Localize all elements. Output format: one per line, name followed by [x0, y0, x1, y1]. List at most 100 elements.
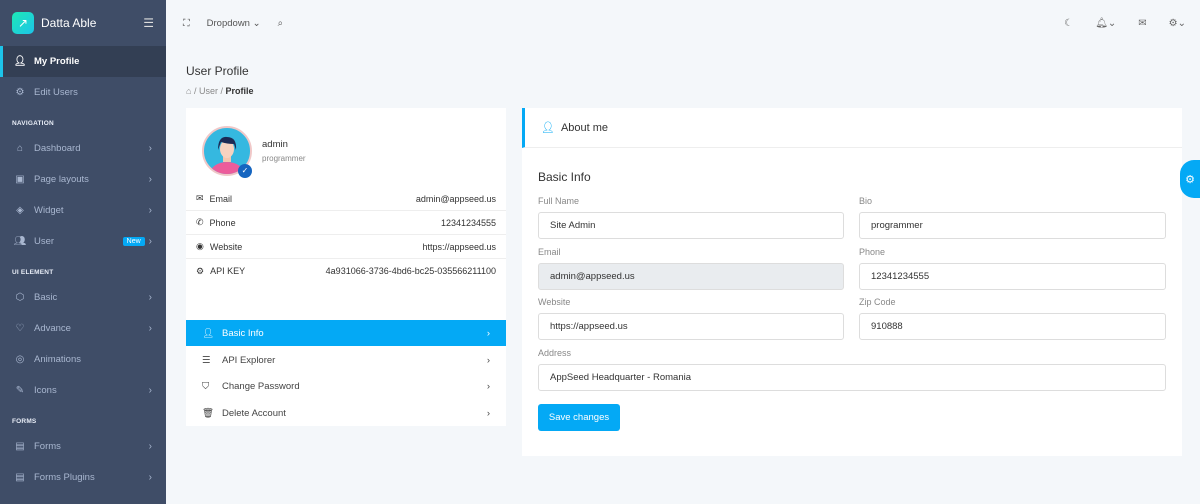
bio-input[interactable]: programmer [859, 212, 1166, 239]
dropdown-label: Dropdown [206, 17, 250, 29]
chevron-right-icon: › [486, 380, 490, 392]
shield-icon: ⛉ [202, 380, 210, 392]
sidebar-item-page-layouts[interactable]: ▣ Page layouts › [0, 164, 166, 195]
chevron-right-icon: › [148, 323, 152, 334]
about-header: 👤︎ About me [522, 108, 1182, 148]
label: Advance [34, 323, 71, 334]
chevron-right-icon: › [486, 407, 490, 419]
sidebar-item-edit-users[interactable]: ⚙ Edit Users [0, 77, 166, 108]
sidebar-item-my-profile[interactable]: 👤︎ My Profile [0, 46, 166, 77]
info-row-phone: ✆ Phone 12341234555 [186, 211, 506, 235]
bell-icon[interactable]: 🔔︎⌄ [1095, 17, 1117, 29]
mail-icon[interactable]: ✉ [1138, 17, 1147, 29]
sidebar-item-animations[interactable]: ◎ Animations [0, 344, 166, 375]
brand: ↗ Datta Able ☰ [0, 0, 166, 46]
layers-icon: ◈ [16, 205, 24, 216]
menu-api-explorer[interactable]: ☰ API Explorer › [186, 347, 506, 373]
chevron-right-icon: › [148, 441, 152, 452]
info-value: admin@appseed.us [415, 193, 496, 204]
search-icon[interactable]: ⌕ [277, 17, 283, 29]
menu-delete-account[interactable]: 🗑︎ Delete Account › [186, 400, 506, 426]
feather-icon: ✎ [15, 385, 25, 396]
info-row-api-key: ⚙ API KEY 4a931066-3736-4bd6-bc25-03556621… [186, 259, 506, 283]
save-changes-button[interactable]: Save changes [538, 404, 620, 431]
fullscreen-icon[interactable]: ⛶ [183, 17, 190, 29]
box-icon: ⬡ [15, 292, 25, 303]
full-name-input[interactable]: Site Admin [538, 212, 844, 239]
label: Animations [34, 354, 81, 365]
phone-icon: ✆ [196, 217, 204, 227]
sidebar-item-dashboard[interactable]: ⌂ Dashboard › [0, 133, 166, 164]
caption-forms: FORMS [12, 418, 37, 425]
chevron-right-icon: › [148, 472, 152, 483]
phone-input[interactable]: 12341234555 [859, 263, 1166, 290]
chevron-right-icon: › [148, 236, 152, 247]
label: Delete Account [222, 407, 286, 419]
address-label: Address [538, 348, 572, 358]
gift-icon: ♡ [15, 323, 25, 334]
chevron-down-icon: ⌄ [252, 17, 261, 29]
section-title: Basic Info [538, 170, 591, 184]
page-title: User Profile [186, 64, 249, 78]
moon-icon[interactable]: ☾ [1064, 17, 1074, 29]
brand-name: Datta Able [41, 16, 97, 30]
info-key: Website [209, 241, 243, 252]
info-key: API KEY [210, 266, 246, 276]
dropdown-menu[interactable]: Dropdown ⌄ [207, 18, 261, 29]
zip-label: Zip Code [859, 297, 896, 307]
map-pin-icon: ◉ [196, 241, 204, 251]
menu-basic-info[interactable]: 👤︎ Basic Info › [186, 320, 506, 346]
sidebar-item-widget[interactable]: ◈ Widget › [0, 195, 166, 226]
zip-input[interactable]: 910888 [859, 313, 1166, 340]
about-title: About me [560, 121, 609, 134]
menu-toggle-icon[interactable]: ☰ [143, 16, 154, 30]
info-key: Phone [209, 217, 236, 228]
full-name-label: Full Name [538, 196, 580, 206]
customizer-gear-icon[interactable]: ⚙ [1180, 160, 1200, 198]
website-label: Website [538, 297, 571, 307]
label: Dashboard [34, 143, 81, 154]
users-icon: 👥︎ [13, 236, 27, 247]
sidebar: ↗ Datta Able ☰ 👤︎ My Profile ⚙ Edit Users … [0, 0, 166, 504]
home-icon[interactable]: ⌂ [186, 86, 192, 96]
breadcrumb-user[interactable]: User [198, 86, 218, 96]
breadcrumb-profile: Profile [225, 86, 254, 96]
profile-card: ✓ admin programmer ✉ Email admin@appseed.u… [186, 108, 506, 426]
file-icon: ▤ [15, 441, 25, 452]
info-row-email: ✉ Email admin@appseed.us [186, 187, 506, 211]
new-badge: New [122, 237, 145, 246]
home-icon: ⌂ [16, 143, 24, 154]
website-input[interactable]: https://appseed.us [538, 313, 844, 340]
sidebar-item-user[interactable]: 👥︎ User New › [0, 226, 166, 257]
user-icon: 👤︎ [13, 56, 27, 67]
about-card: 👤︎ About me Basic Info Full Name Site Adm… [522, 108, 1182, 456]
sidebar-item-forms-plugins[interactable]: ▤ Forms Plugins › [0, 462, 166, 493]
sidebar-item-icons[interactable]: ✎ Icons › [0, 375, 166, 406]
gear-icon: ⚙ [15, 87, 25, 98]
label: Forms [34, 441, 61, 452]
label: Change Password [222, 380, 300, 392]
address-input[interactable]: AppSeed Headquarter - Romania [538, 364, 1166, 391]
label: User [34, 236, 55, 247]
chevron-right-icon: › [148, 292, 152, 303]
mail-icon: ✉ [196, 193, 204, 203]
chevron-right-icon: › [148, 205, 152, 216]
server-icon: ☰ [202, 354, 211, 366]
chevron-right-icon: › [486, 354, 490, 366]
label: Icons [34, 385, 57, 396]
sidebar-item-forms[interactable]: ▤ Forms › [0, 431, 166, 462]
label: API Explorer [222, 354, 276, 366]
sidebar-item-basic[interactable]: ⬡ Basic › [0, 282, 166, 313]
label: Edit Users [34, 87, 78, 98]
file-icon: ▤ [15, 472, 25, 483]
user-icon: 👤︎ [202, 327, 215, 339]
menu-change-password[interactable]: ⛉ Change Password › [186, 373, 506, 399]
email-label: Email [538, 247, 561, 257]
label: Page layouts [34, 174, 89, 185]
chevron-right-icon: › [486, 327, 490, 339]
verified-badge-icon: ✓ [238, 164, 252, 178]
sidebar-item-advance[interactable]: ♡ Advance › [0, 313, 166, 344]
label: Basic [34, 292, 58, 303]
breadcrumb: ⌂ / User / Profile [186, 86, 254, 96]
settings-icon[interactable]: ⚙⌄ [1168, 17, 1186, 29]
